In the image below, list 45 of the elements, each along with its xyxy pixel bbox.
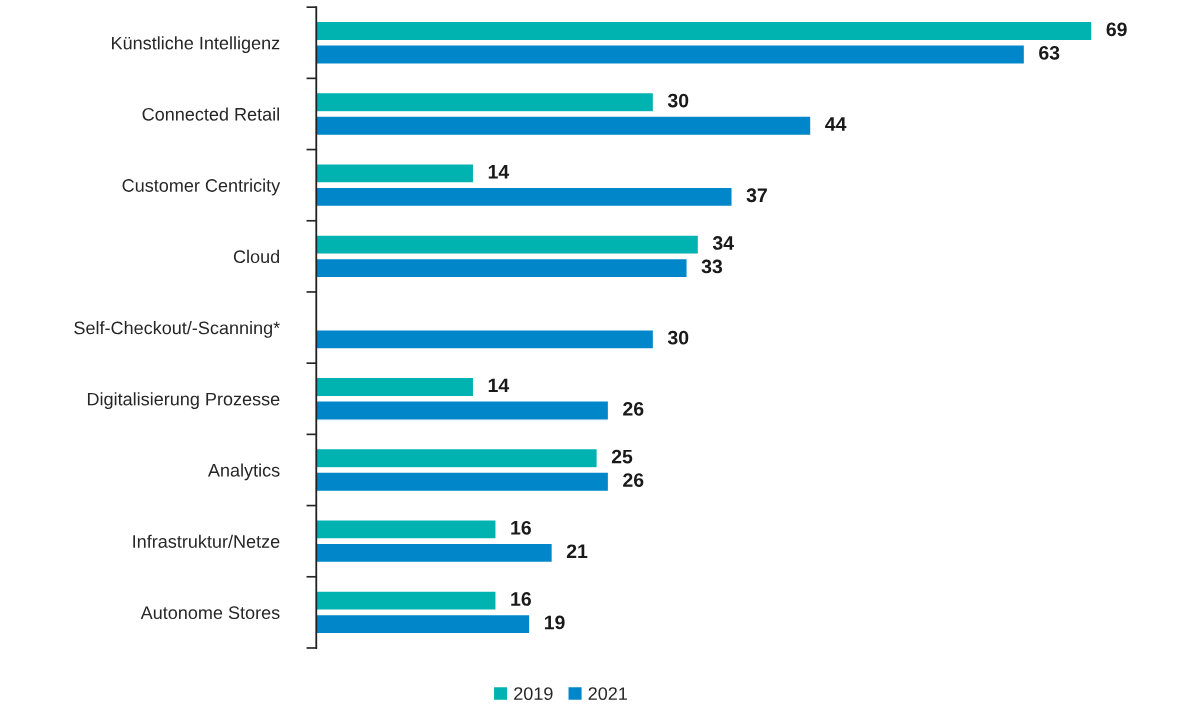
- data-label: 63: [1039, 45, 1060, 60]
- y-tick-label: Infrastruktur/Netze: [133, 534, 280, 548]
- data-label: 44: [825, 117, 847, 131]
- data-label: 37: [746, 188, 767, 203]
- bar: [316, 400, 610, 421]
- y-tick-label: Künstliche Intelligenz: [112, 36, 280, 54]
- bar: [316, 186, 733, 208]
- data-label: 34: [712, 236, 734, 250]
- data-label: 26: [623, 473, 644, 487]
- data-label: 25: [611, 449, 633, 464]
- bar: [316, 115, 812, 137]
- bar: [316, 20, 1093, 42]
- data-label: 16: [511, 592, 531, 606]
- bar: [316, 257, 688, 279]
- bar: [316, 376, 475, 398]
- y-tick-label: Customer Centricity: [122, 178, 281, 196]
- bar: [316, 613, 531, 635]
- bar: [316, 542, 554, 564]
- bar: [316, 234, 700, 255]
- y-tick-label: Self-Checkout/-Scanning*: [74, 321, 280, 338]
- bar: [316, 590, 497, 611]
- bar: [316, 447, 599, 469]
- legend-label: 2019: [514, 687, 553, 701]
- y-tick-label: Digitalisierung Prozesse: [87, 392, 280, 410]
- bar: [316, 91, 655, 113]
- bar: [316, 519, 497, 540]
- legend-label: 2021: [588, 687, 627, 701]
- bar: [316, 329, 655, 350]
- data-label: 33: [701, 259, 723, 274]
- data-label: 16: [511, 520, 531, 535]
- data-label: 30: [667, 330, 689, 345]
- y-tick-label: Autonome Stores: [140, 606, 280, 620]
- data-label: 30: [667, 93, 689, 108]
- y-tick-label: Cloud: [233, 249, 279, 264]
- data-label: 14: [488, 165, 510, 179]
- bar: [316, 471, 610, 493]
- data-label: 21: [566, 544, 588, 558]
- bar: [316, 44, 1026, 65]
- data-label: 14: [488, 378, 510, 393]
- data-label: 69: [1106, 22, 1127, 37]
- data-label: 26: [623, 401, 644, 416]
- y-tick-label: Connected Retail: [142, 107, 279, 121]
- data-label: 19: [544, 615, 565, 630]
- bar: [316, 163, 475, 184]
- y-tick-label: Analytics: [207, 463, 280, 481]
